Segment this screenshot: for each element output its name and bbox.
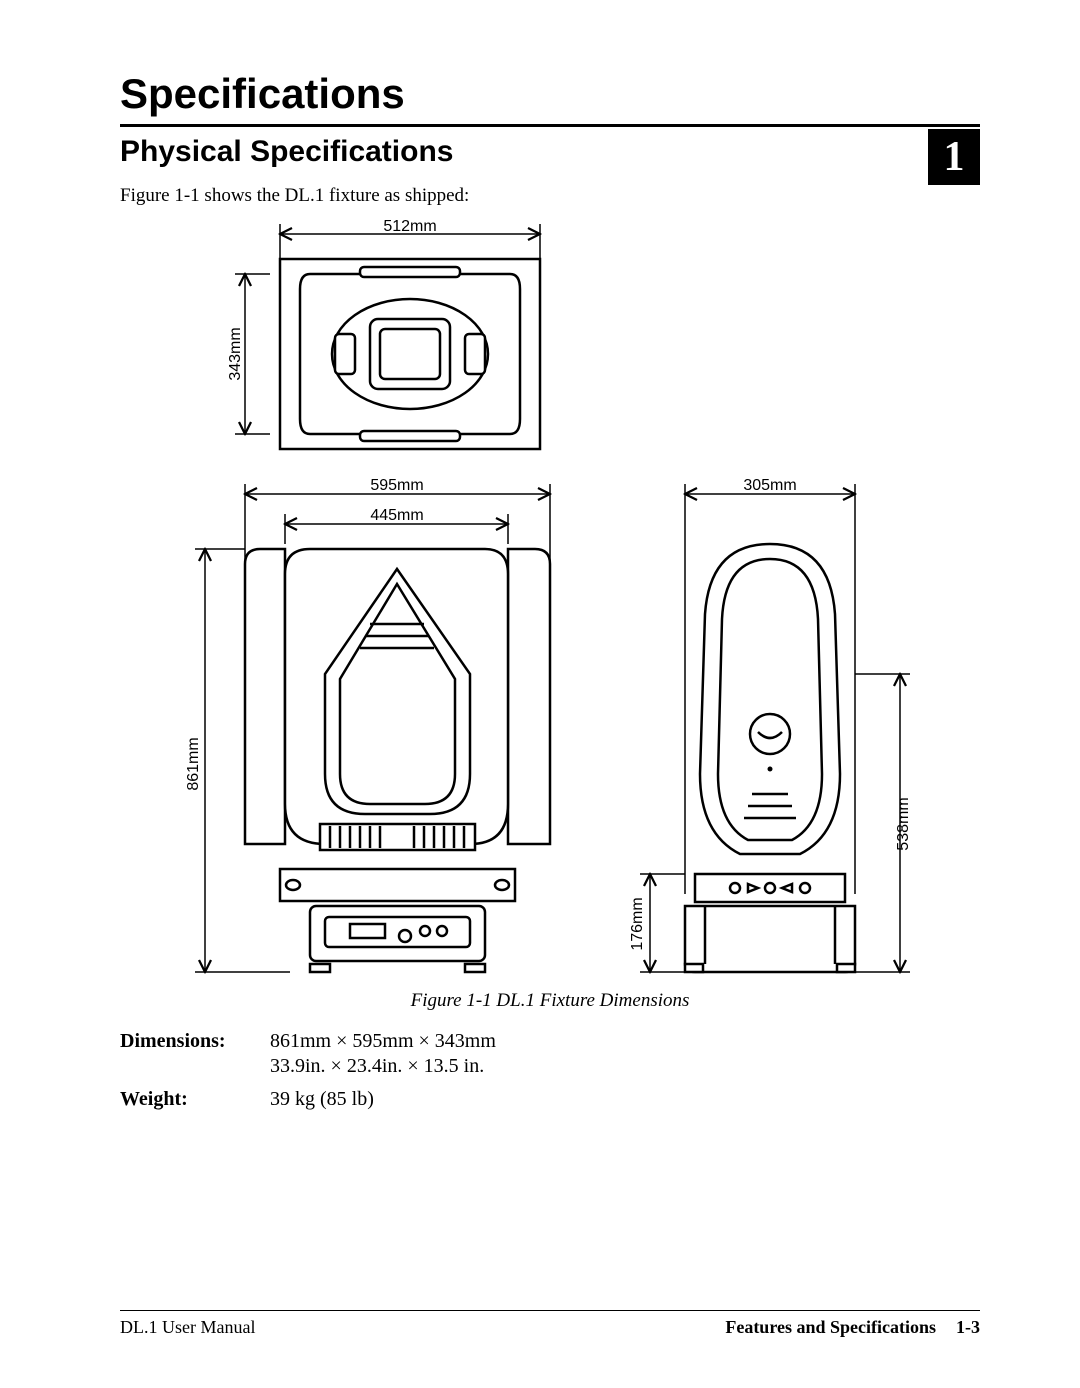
dim-front-outer: 595mm <box>370 477 423 494</box>
dim-side-base: 176mm <box>629 897 646 950</box>
footer-section: Features and Specifications <box>725 1317 936 1338</box>
footer-row: DL.1 User Manual Features and Specificat… <box>120 1317 980 1338</box>
title-rule <box>120 124 980 127</box>
footer-left: DL.1 User Manual <box>120 1317 255 1338</box>
footer-rule <box>120 1310 980 1311</box>
spec-dimensions-in-row: 33.9in. × 23.4in. × 13.5 in. <box>120 1055 980 1078</box>
figure-caption: Figure 1-1 DL.1 Fixture Dimensions <box>120 990 980 1012</box>
section-subtitle: Physical Specifications <box>120 135 453 169</box>
dim-top-width: 512mm <box>383 219 436 235</box>
dim-side-width: 305mm <box>743 477 796 494</box>
page: Specifications Physical Specifications 1… <box>0 0 1080 1388</box>
page-title: Specifications <box>120 70 980 118</box>
spec-dimensions: Dimensions: 861mm × 595mm × 343mm <box>120 1030 980 1053</box>
spec-dimensions-label: Dimensions: <box>120 1030 270 1053</box>
spec-weight-label: Weight: <box>120 1088 270 1111</box>
subhead-row: Physical Specifications 1 <box>120 133 980 185</box>
chapter-badge: 1 <box>928 129 980 185</box>
spec-dimensions-mm: 861mm × 595mm × 343mm <box>270 1030 980 1053</box>
spec-weight: Weight: 39 kg (85 lb) <box>120 1088 980 1111</box>
dim-top-height: 343mm <box>227 327 244 380</box>
dim-side-body: 538mm <box>895 797 912 850</box>
fixture-dimensions-svg: 512mm 343mm <box>120 219 980 979</box>
footer: DL.1 User Manual Features and Specificat… <box>120 1310 980 1338</box>
spec-weight-val: 39 kg (85 lb) <box>270 1088 980 1111</box>
footer-page: 1-3 <box>956 1317 980 1338</box>
dim-front-height: 861mm <box>185 737 202 790</box>
side-view: 305mm 176mm 538mm <box>629 477 912 972</box>
dim-front-inner: 445mm <box>370 507 423 524</box>
spec-dimensions-in: 33.9in. × 23.4in. × 13.5 in. <box>270 1055 980 1078</box>
figure-area: 512mm 343mm <box>120 219 980 1310</box>
front-view: 595mm 445mm 861mm <box>185 477 550 972</box>
intro-text: Figure 1-1 shows the DL.1 fixture as shi… <box>120 185 980 207</box>
top-view: 512mm 343mm <box>227 219 540 449</box>
